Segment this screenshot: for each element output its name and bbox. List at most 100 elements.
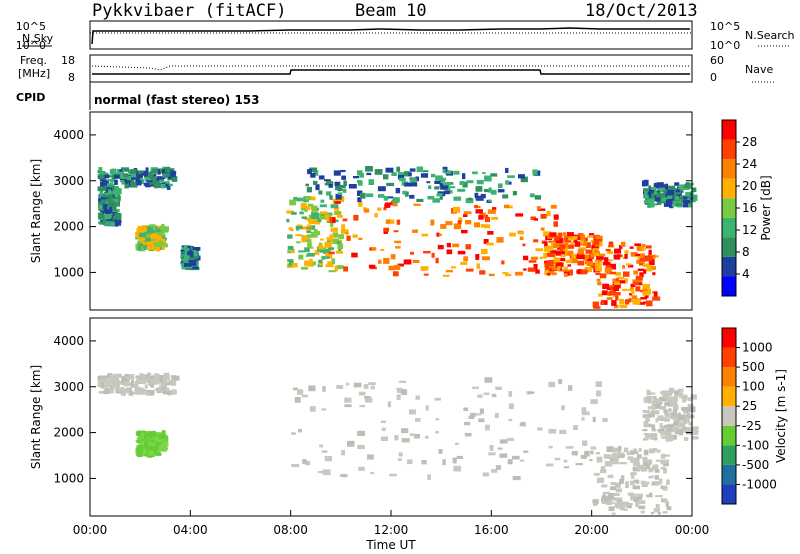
scatter-cell [297,197,304,202]
scatter-cell [618,445,622,452]
scatter-cell [146,226,153,233]
scatter-cell [295,226,303,230]
scatter-cell [580,454,587,459]
scatter-cell [590,240,597,243]
scatter-cell [462,173,466,180]
scatter-cell [325,264,334,268]
scatter-cell [675,391,679,395]
colorbar-band [722,445,736,465]
scatter-cell [672,412,677,417]
scatter-cell [390,254,396,260]
scatter-cell [595,266,602,272]
scatter-cell [357,197,362,203]
scatter-cell [651,466,658,471]
scatter-cell [185,245,191,250]
scatter-cell [393,197,400,203]
scatter-cell [489,445,494,451]
scatter-cell [475,209,483,214]
scatter-cell [465,198,474,204]
scatter-cell [477,394,483,398]
scatter-cell [311,225,316,230]
scatter-cell [328,251,335,255]
scatter-cell [287,259,294,262]
scatter-cell [630,252,638,257]
scatter-cell [145,176,151,181]
scatter-cell [623,508,628,511]
scatter-cell [596,278,601,282]
y-tick-label: 4000 [53,128,84,142]
scatter-cell [630,287,634,290]
scatter-cell [658,429,665,434]
scatter-cell [673,404,679,410]
scatter-cell [636,493,644,497]
scatter-cell [495,386,502,390]
scatter-cell [161,246,165,250]
scatter-cell [442,274,450,277]
scatter-cell [137,246,142,251]
scatter-cell [659,200,666,204]
scatter-cell [391,172,397,176]
scatter-cell [635,286,641,292]
scatter-cell [108,191,113,197]
scatter-cell [561,405,565,411]
scatter-cell [663,189,670,193]
scatter-cell [620,241,626,247]
scatter-cell [653,183,659,189]
scatter-cell [664,418,670,422]
scatter-cell [668,387,675,393]
scatter-cell [679,196,688,202]
scatter-cell [657,415,664,421]
scatter-cell [504,274,512,277]
scatter-cell [608,506,615,511]
noise-tick-right-top: 10^5 [710,20,740,33]
scatter-cell [644,462,648,466]
scatter-cell [684,195,691,199]
scatter-cell [570,241,574,245]
scatter-cell [483,224,490,229]
scatter-cell [644,189,648,196]
y-tick-label: 2000 [53,426,84,440]
scatter-cell [440,224,447,229]
scatter-cell [434,397,441,401]
scatter-cell [337,215,343,218]
scatter-cell [318,190,323,195]
scatter-cell [596,456,603,463]
scatter-cell [661,390,667,395]
colorbar-band [722,198,736,218]
scatter-cell [297,389,304,395]
scatter-cell [605,248,611,252]
scatter-cell [302,459,307,464]
scatter-cell [601,498,606,504]
scatter-cell [310,219,318,225]
scatter-cell [160,183,166,189]
scatter-cell [466,180,474,184]
scatter-cell [383,257,390,264]
scatter-cell [474,192,479,197]
scatter-cell [327,261,332,265]
scatter-cell [192,251,198,256]
scatter-cell [610,285,615,291]
scatter-cell [632,485,640,490]
scatter-cell [677,205,682,208]
scatter-cell [537,427,543,431]
scatter-cell [389,219,395,224]
scatter-cell [550,204,557,209]
scatter-cell [530,216,536,221]
scatter-cell [420,266,429,271]
scatter-cell [171,375,179,381]
scatter-cell [377,207,382,211]
scatter-cell [407,459,413,465]
scatter-cell [675,392,684,397]
scatter-cell [319,242,323,247]
scatter-cell [479,270,486,275]
scatter-cell [364,208,370,213]
scatter-cell [348,184,357,189]
scatter-cell [326,237,333,240]
scatter-cell [159,445,167,452]
scatter-cell [595,273,601,276]
scatter-cell [664,402,670,406]
scatter-cell [446,242,451,248]
scatter-cell [472,386,479,389]
scatter-cell [659,396,666,402]
scatter-cell [567,244,575,249]
